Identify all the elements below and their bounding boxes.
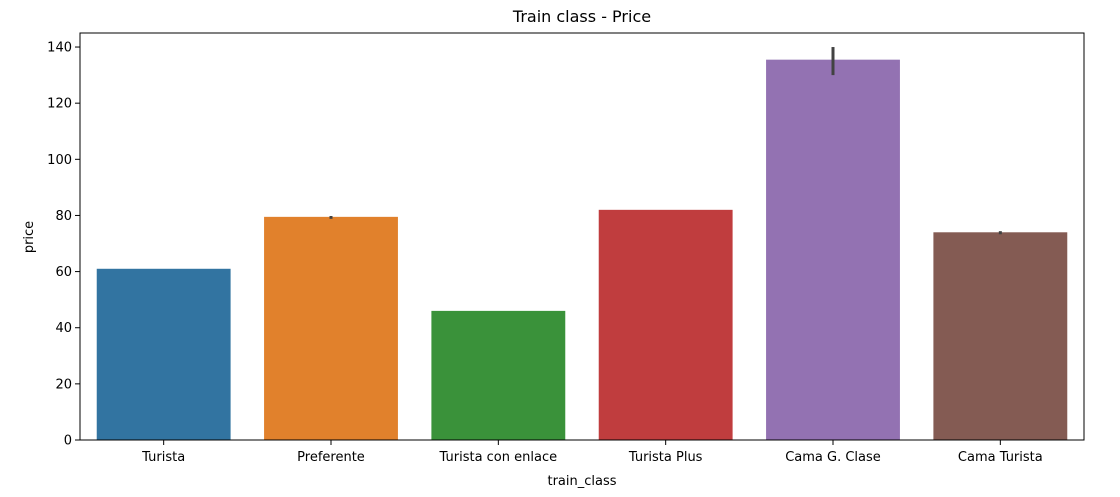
y-tick-label-6: 120 [47,97,72,112]
x-tick-label-2: Turista con enlace [439,450,558,465]
bar-5 [933,232,1068,440]
bar-0 [96,268,231,440]
y-tick-label-5: 100 [47,153,72,168]
bar-4 [766,59,900,440]
y-tick-label-0: 0 [64,434,72,449]
y-tick-label-7: 140 [47,41,72,56]
chart-title: Train class - Price [512,7,651,26]
error-bars-group [329,47,1002,235]
x-tick-label-0: Turista [141,450,185,465]
y-axis: 0 20 40 60 80 100 120 140 [47,41,80,449]
plot-frame [79,32,1085,441]
x-tick-label-4: Cama G. Clase [785,450,881,465]
x-tick-label-5: Cama Turista [958,450,1043,465]
y-tick-label-2: 40 [55,321,72,336]
y-axis-label: price [22,221,37,253]
bar-3 [598,209,733,440]
x-tick-label-3: Turista Plus [628,450,703,465]
bar-1 [264,216,398,440]
x-axis-label: train_class [547,474,616,489]
y-tick-label-1: 20 [55,377,72,392]
x-axis: Turista Preferente Turista con enlace Turis… [141,440,1043,465]
bar-2 [431,310,566,440]
y-tick-label-4: 80 [55,209,72,224]
x-tick-label-1: Preferente [297,450,365,465]
bars-group [96,59,1068,440]
y-tick-label-3: 60 [55,265,72,280]
